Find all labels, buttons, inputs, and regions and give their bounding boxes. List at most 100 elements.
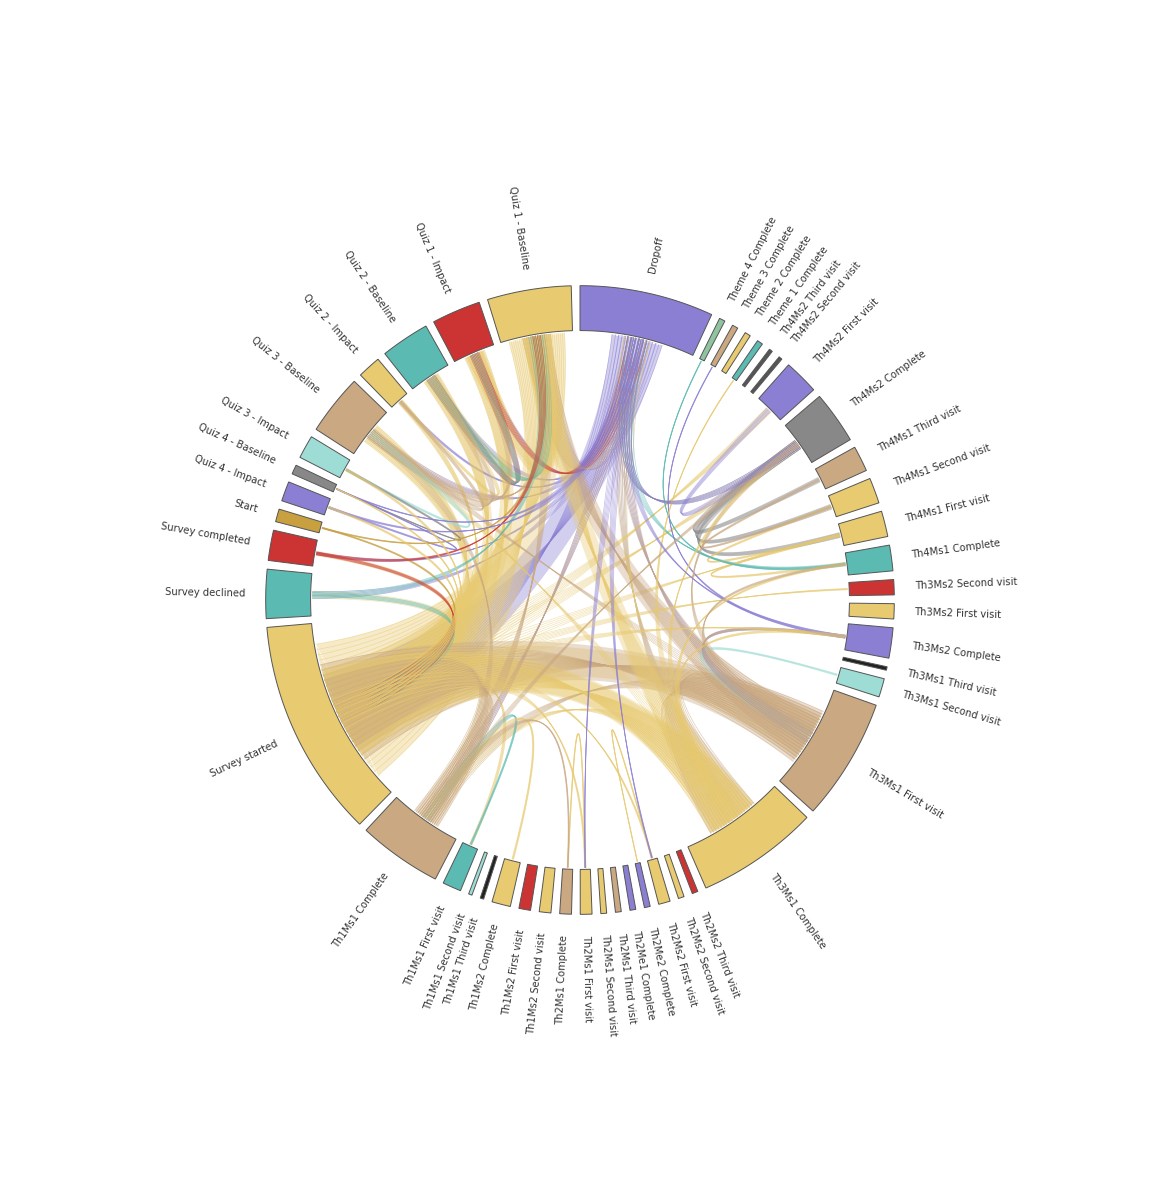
Text: Th2Me1 Complete: Th2Me1 Complete	[631, 929, 657, 1020]
Polygon shape	[836, 667, 884, 697]
Text: Survey completed: Survey completed	[160, 521, 251, 546]
Text: Th3Ms1 Second visit: Th3Ms1 Second visit	[900, 689, 1001, 727]
Text: Th1Ms2 First visit: Th1Ms2 First visit	[501, 929, 525, 1016]
Text: Th4Ms1 Second visit: Th4Ms1 Second visit	[892, 443, 992, 488]
Polygon shape	[699, 318, 725, 361]
Text: Th4Ms1 Third visit: Th4Ms1 Third visit	[877, 404, 963, 454]
Polygon shape	[469, 852, 487, 895]
Polygon shape	[828, 479, 879, 517]
Polygon shape	[292, 466, 336, 492]
Polygon shape	[688, 786, 807, 888]
Text: Th3Ms1 First visit: Th3Ms1 First visit	[865, 768, 944, 821]
Polygon shape	[780, 690, 876, 811]
Polygon shape	[849, 604, 894, 619]
Polygon shape	[316, 382, 386, 454]
Polygon shape	[480, 856, 498, 899]
Text: Th3Ms1 Complete: Th3Ms1 Complete	[768, 871, 827, 952]
Polygon shape	[434, 302, 494, 361]
Text: Th2Ms2 Third visit: Th2Ms2 Third visit	[698, 910, 741, 998]
Polygon shape	[317, 332, 566, 775]
Polygon shape	[320, 641, 824, 762]
Polygon shape	[487, 286, 573, 342]
Polygon shape	[324, 335, 662, 750]
Polygon shape	[385, 326, 448, 389]
Polygon shape	[321, 652, 754, 833]
Text: Th1Ms1 First visit: Th1Ms1 First visit	[404, 904, 448, 988]
Polygon shape	[523, 334, 819, 755]
Polygon shape	[785, 396, 850, 462]
Polygon shape	[849, 580, 894, 595]
Polygon shape	[742, 349, 773, 386]
Text: Th3Ms2 Complete: Th3Ms2 Complete	[911, 641, 1001, 664]
Text: Th2Ms1 Third visit: Th2Ms1 Third visit	[616, 931, 637, 1024]
Polygon shape	[324, 646, 821, 757]
Text: Quiz 1 - Baseline: Quiz 1 - Baseline	[507, 186, 530, 270]
Text: Th1Ms1 Third visit: Th1Ms1 Third visit	[442, 917, 480, 1007]
Text: Th3Ms2 Second visit: Th3Ms2 Second visit	[914, 577, 1017, 592]
Polygon shape	[711, 325, 738, 367]
Polygon shape	[361, 359, 407, 407]
Polygon shape	[732, 341, 762, 380]
Text: Th1Ms1 Complete: Th1Ms1 Complete	[332, 871, 391, 950]
Text: Th4Ms2 Second visit: Th4Ms2 Second visit	[790, 260, 863, 346]
Text: Quiz 1 - Impact: Quiz 1 - Impact	[413, 221, 452, 294]
Polygon shape	[325, 659, 488, 827]
Polygon shape	[467, 334, 557, 473]
Polygon shape	[647, 858, 670, 905]
Text: Th4Ms2 Complete: Th4Ms2 Complete	[849, 349, 928, 409]
Text: Quiz 2 - Impact: Quiz 2 - Impact	[300, 292, 358, 355]
Polygon shape	[539, 868, 556, 913]
Polygon shape	[597, 869, 607, 913]
Polygon shape	[580, 869, 592, 914]
Text: Th2Ms1 Complete: Th2Ms1 Complete	[556, 935, 570, 1025]
Text: Start: Start	[233, 498, 259, 515]
Text: Quiz 4 - Baseline: Quiz 4 - Baseline	[197, 421, 277, 466]
Text: Quiz 3 - Impact: Quiz 3 - Impact	[219, 396, 290, 442]
Polygon shape	[443, 842, 478, 890]
Polygon shape	[282, 482, 331, 515]
Text: Th3Ms1 Third visit: Th3Ms1 Third visit	[906, 668, 998, 698]
Polygon shape	[846, 545, 893, 575]
Polygon shape	[523, 334, 749, 830]
Polygon shape	[839, 511, 887, 546]
Polygon shape	[580, 286, 712, 355]
Text: Theme 1 Complete: Theme 1 Complete	[768, 245, 831, 329]
Text: Th3Ms2 First visit: Th3Ms2 First visit	[914, 607, 1002, 620]
Text: Th4Ms2 Third visit: Th4Ms2 Third visit	[780, 258, 843, 337]
Polygon shape	[325, 373, 493, 746]
Polygon shape	[759, 365, 813, 420]
Text: Survey started: Survey started	[209, 738, 280, 779]
Polygon shape	[722, 332, 751, 373]
Polygon shape	[610, 868, 622, 912]
Polygon shape	[300, 437, 350, 478]
Text: Theme 4 Complete: Theme 4 Complete	[727, 215, 778, 304]
Text: Th1Ms2 Second visit: Th1Ms2 Second visit	[527, 932, 548, 1036]
Polygon shape	[321, 350, 514, 755]
Text: Quiz 4 - Impact: Quiz 4 - Impact	[193, 454, 268, 488]
Polygon shape	[324, 655, 752, 832]
Polygon shape	[842, 658, 887, 671]
Polygon shape	[665, 854, 684, 899]
Polygon shape	[325, 426, 473, 746]
Polygon shape	[815, 448, 867, 488]
Polygon shape	[276, 509, 322, 533]
Polygon shape	[492, 859, 520, 906]
Text: Th2Ms2 First visit: Th2Ms2 First visit	[665, 922, 698, 1008]
Polygon shape	[665, 677, 822, 833]
Polygon shape	[267, 624, 391, 824]
Text: Th2Ms2 Second visit: Th2Ms2 Second visit	[683, 916, 726, 1016]
Text: Theme 2 Complete: Theme 2 Complete	[754, 234, 813, 319]
Polygon shape	[559, 869, 573, 914]
Polygon shape	[751, 356, 782, 394]
Polygon shape	[676, 850, 698, 894]
Text: Dropoff: Dropoff	[647, 235, 665, 274]
Polygon shape	[623, 865, 636, 911]
Polygon shape	[519, 864, 537, 911]
Text: Th4Ms1 First visit: Th4Ms1 First visit	[904, 493, 991, 523]
Polygon shape	[266, 569, 312, 619]
Text: Quiz 2 - Baseline: Quiz 2 - Baseline	[342, 250, 398, 325]
Polygon shape	[268, 530, 318, 566]
Polygon shape	[636, 863, 651, 907]
Text: Th4Ms2 First visit: Th4Ms2 First visit	[812, 298, 880, 366]
Text: Th1Ms2 Complete: Th1Ms2 Complete	[469, 923, 501, 1013]
